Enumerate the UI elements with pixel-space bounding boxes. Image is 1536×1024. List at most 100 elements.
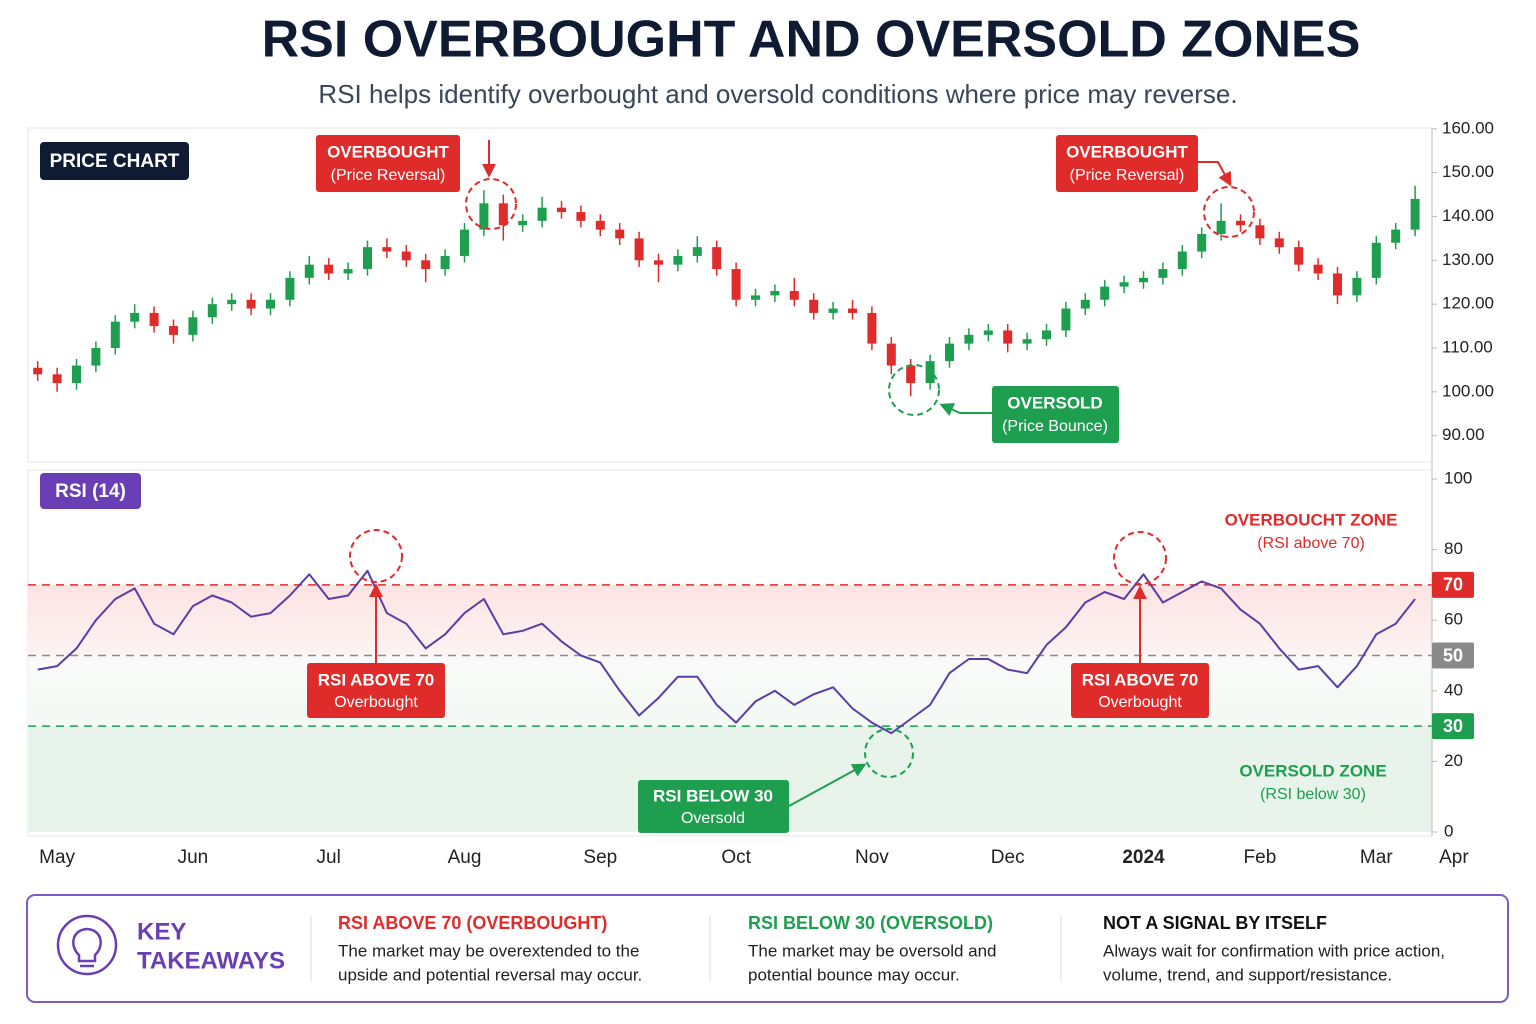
annotation-text: Oversold: [681, 810, 745, 827]
candle-body: [1080, 299, 1090, 309]
candle-body: [1042, 330, 1051, 340]
zone-label: (RSI above 70): [1257, 535, 1365, 552]
level-badge: [1432, 713, 1474, 740]
candle-body: [460, 229, 469, 256]
annotation-text: OVERBOUGHT: [327, 142, 449, 161]
candle-body: [1061, 308, 1071, 331]
candle-body: [751, 295, 760, 300]
candle-body: [401, 251, 411, 261]
candle-body: [130, 312, 140, 322]
y-tick-label: 80: [1444, 539, 1463, 558]
candle-body: [324, 264, 334, 274]
candle-body: [1274, 238, 1284, 248]
candle-body: [1177, 251, 1187, 270]
candle-body: [983, 330, 993, 335]
y-tick-label: 150.00: [1442, 162, 1494, 181]
candle-body: [1313, 264, 1323, 274]
candle-body: [518, 220, 528, 226]
candle-body: [1197, 234, 1207, 252]
annotation: OVERBOUGHT (Price Reversal): [316, 135, 517, 230]
candle-body: [1391, 229, 1401, 243]
annotation-text: OVERSOLD: [1007, 393, 1102, 412]
candle-body: [1255, 225, 1265, 239]
candle-body: [498, 203, 508, 226]
candle-body: [110, 321, 120, 348]
zone-label: OVERBOUCHT ZONE: [1225, 510, 1398, 529]
x-tick-label: Aug: [448, 847, 482, 868]
x-tick-label: Nov: [855, 847, 889, 868]
candle-body: [1119, 282, 1129, 287]
level-badge: [1432, 571, 1474, 598]
annotation: OVERSOLD (Price Bounce): [888, 364, 1119, 443]
panel-badge: [40, 473, 141, 509]
candle-body: [246, 299, 256, 309]
x-tick-label: Sep: [583, 847, 617, 868]
takeaway-heading: NOT A SIGNAL BY ITSELF: [1103, 913, 1327, 933]
x-tick-label: Mar: [1360, 847, 1393, 868]
x-tick-label: Dec: [991, 847, 1025, 868]
zone-label: (RSI below 30): [1260, 786, 1366, 803]
candle-body: [886, 343, 896, 366]
annotation-text: RSI ABOVE 70: [1082, 670, 1199, 689]
y-tick-label: 160.00: [1442, 118, 1494, 137]
candle-body: [1410, 198, 1420, 230]
candle-body: [266, 299, 275, 309]
level-label: 70: [1443, 575, 1463, 595]
annotation-text: Overbought: [334, 694, 418, 711]
candle-body: [1003, 330, 1013, 344]
annotation-text: RSI BELOW 30: [653, 786, 773, 805]
candle-body: [1294, 247, 1304, 265]
takeaway-text: upside and potential reversal may occur.: [338, 965, 642, 984]
y-tick-label: 100: [1444, 468, 1472, 487]
bulb-icon: [56, 914, 118, 976]
candle-body: [1022, 339, 1032, 344]
y-tick-label: 100.00: [1442, 381, 1494, 400]
candle-body: [285, 277, 295, 300]
level-label: 30: [1443, 716, 1463, 736]
x-tick-label: Feb: [1244, 847, 1277, 868]
candle-body: [770, 291, 780, 296]
y-tick-label: 140.00: [1442, 206, 1494, 225]
candle-body: [1333, 273, 1342, 296]
annotation: RSI ABOVE 70 Overbought: [1071, 531, 1209, 718]
candle-body: [537, 207, 547, 221]
candle-body: [634, 238, 644, 261]
annotation-text: RSI ABOVE 70: [318, 670, 435, 689]
neutral-zone: [28, 655, 1432, 727]
takeaways-title: TAKEAWAYS: [137, 947, 285, 974]
y-tick-label: 130.00: [1442, 250, 1494, 269]
y-tick-label: 120.00: [1442, 294, 1494, 313]
takeaway-text: volume, trend, and support/resistance.: [1103, 965, 1392, 984]
annotation: OVERBOUGHT (Price Reversal): [1056, 135, 1255, 238]
candle-body: [673, 255, 683, 265]
candle-body: [1100, 286, 1110, 300]
candle-body: [1216, 220, 1226, 234]
candle-body: [712, 247, 722, 270]
panel-label: PRICE CHART: [50, 151, 180, 172]
candle-body: [692, 247, 702, 256]
candle-body: [867, 312, 877, 344]
rsi-line: [37, 569, 1416, 735]
panel-badge: [40, 142, 189, 180]
candle-body: [343, 269, 353, 274]
x-tick-label: Jul: [317, 847, 341, 868]
candle-body: [945, 343, 954, 362]
candle-body: [731, 269, 741, 300]
candle-body: [906, 365, 916, 384]
candle-body: [595, 220, 605, 230]
candle-body: [149, 312, 159, 327]
annotation: RSI BELOW 30 Oversold: [638, 728, 914, 833]
x-tick-label: Oct: [721, 847, 751, 868]
candle-body: [440, 255, 450, 270]
y-tick-label: 0: [1444, 821, 1453, 840]
subtitle: RSI helps identify overbought and overso…: [318, 79, 1237, 109]
candle-body: [207, 304, 217, 318]
candle-body: [1352, 277, 1362, 296]
level-label: 50: [1443, 645, 1463, 665]
candle-body: [615, 229, 625, 239]
annotation-text: (Price Bounce): [1002, 418, 1108, 435]
takeaway-heading: RSI ABOVE 70 (OVERBOUGHT): [338, 913, 607, 933]
zone-label: OVERSOLD ZONE: [1239, 761, 1386, 780]
takeaway-heading: RSI BELOW 30 (OVERSOLD): [748, 913, 993, 933]
x-tick-label: May: [39, 847, 75, 868]
